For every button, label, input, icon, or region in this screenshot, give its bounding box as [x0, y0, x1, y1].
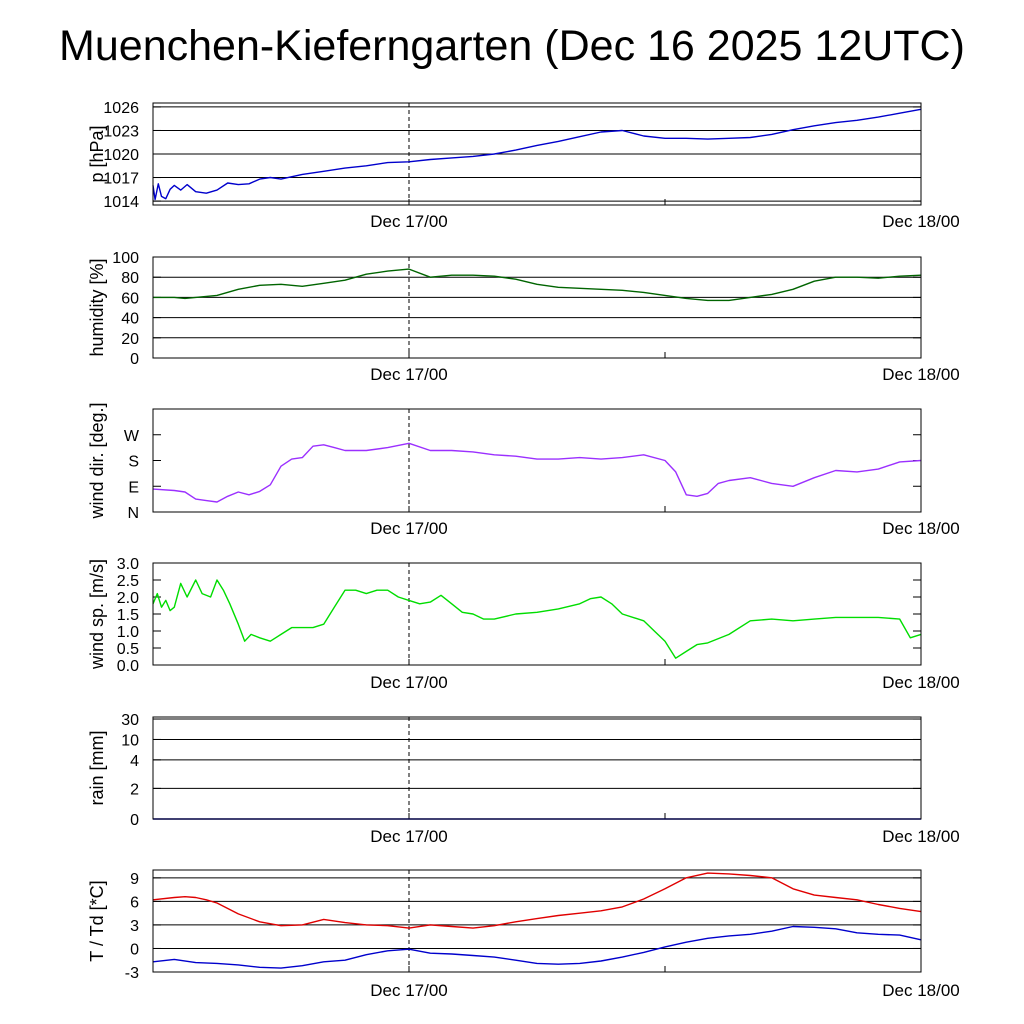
y-tick-label: 1.5 [117, 607, 139, 624]
x-tick-label: Dec 18/00 [882, 212, 960, 231]
plot-frame [152, 408, 922, 513]
y-tick-label: 1017 [103, 171, 139, 188]
x-tick-label: Dec 17/00 [370, 673, 448, 692]
y-tick-label: 30 [121, 712, 139, 729]
y-tick-label: W [124, 428, 140, 445]
y-axis-label: T / Td [*C] [87, 880, 107, 961]
series-line-1 [153, 268, 922, 302]
panel-rain: 0 2 4 10 30 rain [mm] Dec 17/00 Dec 18/00 [87, 712, 960, 846]
y-tick-label: 80 [121, 270, 139, 287]
panel-humidity: 0 20 40 60 80 100 humidity [%] Dec 17/00 Dec 18/… [87, 250, 960, 384]
plot-frame [152, 716, 922, 820]
y-tick-label: 100 [112, 250, 139, 267]
y-tick-label: 10 [121, 732, 139, 749]
y-tick-label: 2 [130, 781, 139, 798]
y-tick-label: 4 [130, 753, 139, 770]
x-tick-label: Dec 17/00 [370, 365, 448, 384]
y-tick-label: 0.5 [117, 641, 139, 658]
y-tick-label: N [127, 505, 139, 522]
y-tick-label: S [128, 454, 139, 471]
series-line-1 [152, 872, 922, 929]
y-tick-label: 9 [130, 871, 139, 888]
x-tick-label: Dec 17/00 [370, 981, 448, 1000]
y-tick-label: 6 [130, 894, 139, 911]
series-line-1 [152, 442, 922, 503]
plot-frame [152, 562, 922, 666]
y-tick-label: 1023 [103, 123, 139, 140]
y-tick-label: E [128, 479, 139, 496]
y-tick-label: 1.0 [117, 624, 139, 641]
y-tick-label: 1020 [103, 147, 139, 164]
series-line-2 [152, 925, 922, 969]
x-tick-label: Dec 17/00 [370, 827, 448, 846]
panel-wind-speed: 0.00.51.01.52.02.53.0 wind sp. [m/s] Dec 1… [87, 556, 960, 692]
x-tick-label: Dec 18/00 [882, 519, 960, 538]
x-tick-label: Dec 18/00 [882, 827, 960, 846]
panel-temperature: -3 0 3 6 9 T / Td [*C] Dec 17/00 Dec 18/00 [87, 869, 960, 1000]
y-tick-label: 3.0 [117, 556, 139, 573]
y-tick-label: 3 [130, 918, 139, 935]
x-tick-label: Dec 18/00 [882, 673, 960, 692]
y-axis-label: humidity [%] [87, 258, 107, 356]
plot-frame [152, 102, 922, 206]
y-tick-label: 40 [121, 311, 139, 328]
y-tick-label: 0 [130, 941, 139, 958]
series-line-1 [152, 108, 922, 201]
x-tick-label: Dec 18/00 [882, 365, 960, 384]
y-tick-label: 2.0 [117, 590, 139, 607]
y-tick-label: 60 [121, 290, 139, 307]
y-axis-label: p [hPa] [87, 125, 107, 182]
y-axis-label: rain [mm] [87, 730, 107, 805]
y-tick-label: 1026 [103, 100, 139, 117]
y-tick-label: -3 [125, 965, 139, 982]
y-tick-label: 0 [130, 812, 139, 829]
y-tick-label: 0.0 [117, 658, 139, 675]
y-tick-label: 1014 [103, 194, 139, 211]
x-tick-label: Dec 17/00 [370, 519, 448, 538]
x-tick-label: Dec 17/00 [370, 212, 448, 231]
y-tick-label: 0 [130, 351, 139, 368]
y-tick-label: 2.5 [117, 573, 139, 590]
y-tick-label: 20 [121, 331, 139, 348]
series-line-1 [152, 579, 922, 659]
chart-title: Muenchen-Kieferngarten (Dec 16 2025 12UT… [59, 22, 965, 70]
y-axis-label: wind sp. [m/s] [87, 559, 107, 670]
x-tick-label: Dec 18/00 [882, 981, 960, 1000]
plot-frame [152, 869, 922, 973]
y-axis-label: wind dir. [deg.] [87, 402, 107, 519]
plot-frame [152, 256, 922, 359]
panel-pressure: 1014 1017 1020 1023 1026 p [hPa] Dec 17/00 Dec … [87, 100, 960, 231]
